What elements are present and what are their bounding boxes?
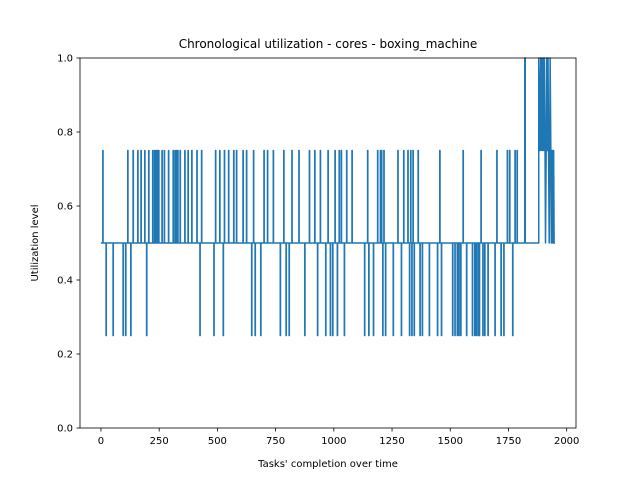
x-tick-label: 250 — [150, 436, 169, 447]
plot-frame — [79, 57, 577, 429]
x-axis-label: Tasks' completion over time — [257, 459, 398, 470]
y-tick-label: 0.0 — [57, 424, 73, 435]
utilization-series-line — [100, 57, 556, 337]
y-tick-label: 0.4 — [57, 276, 73, 287]
y-axis-label: Utilization level — [30, 204, 41, 281]
y-axis-ticks: 0.0 0.2 0.4 0.6 0.8 1.0 — [57, 54, 80, 435]
x-tick-label: 500 — [208, 436, 227, 447]
x-tick-label: 0 — [98, 436, 104, 447]
y-tick-label: 0.6 — [57, 202, 73, 213]
x-tick-label: 750 — [266, 436, 285, 447]
x-tick-label: 1000 — [321, 436, 346, 447]
y-tick-label: 0.2 — [57, 350, 73, 361]
chart-title: Chronological utilization - cores - boxi… — [179, 37, 478, 51]
y-tick-label: 0.8 — [57, 128, 73, 139]
x-tick-label: 1750 — [496, 436, 521, 447]
y-tick-label: 1.0 — [57, 54, 73, 65]
series-layer — [100, 57, 556, 337]
x-tick-label: 1250 — [379, 436, 404, 447]
x-axis-ticks: 0 250 500 750 1000 1250 1500 1750 2000 — [98, 428, 579, 447]
x-tick-label: 2000 — [554, 436, 579, 447]
x-tick-label: 1500 — [438, 436, 463, 447]
